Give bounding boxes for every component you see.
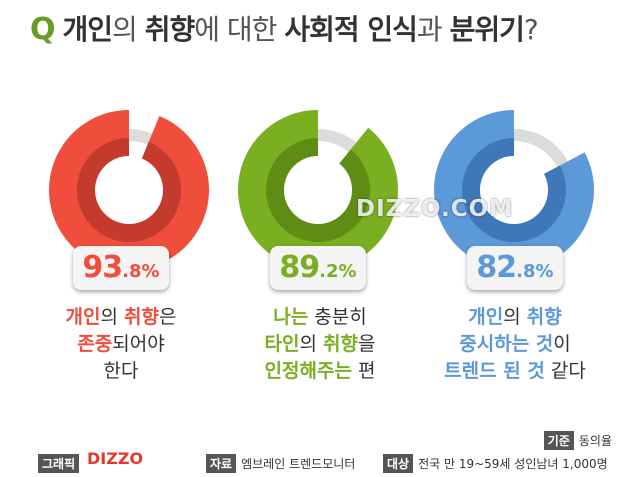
description-segment: 개인 [65,306,101,328]
percentage-integer: 82 [476,250,517,285]
source-value: 엠브레인 트렌드모니터 [241,457,356,471]
description-line: 존중되어야 [21,331,221,358]
series-description: 개인의 취향은 존중되어야 한다 [21,304,221,385]
series-description: 나는 충분히 타인의 취향을 인정해주는 편 [220,304,420,385]
series-description: 개인의 취향 중시하는 것이 트렌드 된 것 같다 [415,304,615,385]
description-segment: 한다 [103,360,139,382]
description-line: 개인의 취향 [415,304,615,331]
target-value: 전국 만 19~59세 성인남녀 1,000명 [418,457,608,471]
description-segment: 인정해주는 [264,360,352,382]
description-segment: 취향 [323,333,358,355]
description-segment: 트렌드 된 것 [444,360,545,382]
percentage-label: 82.8% [467,246,563,290]
donut-slice [48,110,210,270]
donut-hole [95,156,163,224]
title-part: 에 대한 [194,13,285,46]
title-part: 사회적 인식 [284,13,418,46]
description-line: 나는 충분히 [220,304,420,331]
dizzo-logo: DIZZO [87,449,144,468]
description-segment: 취향 [124,306,159,328]
percentage-integer: 89 [279,250,320,285]
description-segment: 의 [299,333,324,355]
criteria-value: 동의율 [578,434,612,448]
description-segment: 되어야 [112,333,165,355]
criteria-note: 기준 동의율 [543,431,612,450]
description-line: 중시하는 것이 [415,331,615,358]
description-segment: 의 [100,306,125,328]
graphic-tag: 그래픽 [38,454,80,473]
donut-slice [237,110,398,270]
description-line: 인정해주는 편 [220,358,420,385]
target-note: 대상 전국 만 19~59세 성인남녀 1,000명 [383,454,608,473]
description-line: 한다 [21,358,221,385]
description-segment: 편 [351,360,376,382]
source-note: 자료 엠브레인 트렌드모니터 [206,454,355,473]
description-segment: 충분히 [308,306,367,328]
question-mark-label: Q [30,12,55,47]
donut-inner-shade [462,138,567,242]
donut-inner-shade [266,138,371,243]
graphic-credit: 그래픽 [38,454,84,473]
source-tag: 자료 [206,454,237,473]
description-line: 개인의 취향은 [21,304,221,331]
donut-slice [434,110,594,270]
donut-inner-shade [77,138,182,242]
description-segment: 타인 [264,333,300,355]
percentage-decimal: .2% [319,261,357,282]
description-segment: 개인 [468,306,504,328]
description-segment: 은 [158,306,177,328]
percentage-label: 93.8% [73,246,169,290]
title-part: 분위기 [449,13,525,46]
title-part: 개인 [62,13,114,46]
percentage-decimal: .8% [122,261,160,282]
title-part: ? [523,13,539,46]
description-line: 트렌드 된 것 같다 [415,358,615,385]
description-segment: 같다 [544,360,586,382]
description-segment: 존중 [77,333,113,355]
title-part: 의 [112,13,145,46]
percentage-label: 89.2% [270,246,366,290]
description-segment: 의 [503,306,527,328]
description-segment: 을 [357,333,376,355]
title-text: 개인의 취향에 대한 사회적 인식과 분위기? [62,13,539,46]
criteria-tag: 기준 [543,431,574,450]
title-part: 과 [416,13,450,46]
chart-title: Q 개인의 취향에 대한 사회적 인식과 분위기? [30,8,539,48]
donut-hole [480,156,548,224]
title-part: 취향 [144,13,196,46]
description-segment: 취향 [526,306,562,328]
percentage-decimal: .8% [516,261,554,282]
description-segment: 나는 [273,306,309,328]
description-segment: 중시하는 것 [459,333,554,355]
watermark: DIZZO.COM [356,196,514,222]
description-line: 타인의 취향을 [220,331,420,358]
description-segment: 이 [553,333,571,355]
target-tag: 대상 [383,454,414,473]
percentage-integer: 93 [82,250,123,285]
donut-hole [284,156,352,224]
